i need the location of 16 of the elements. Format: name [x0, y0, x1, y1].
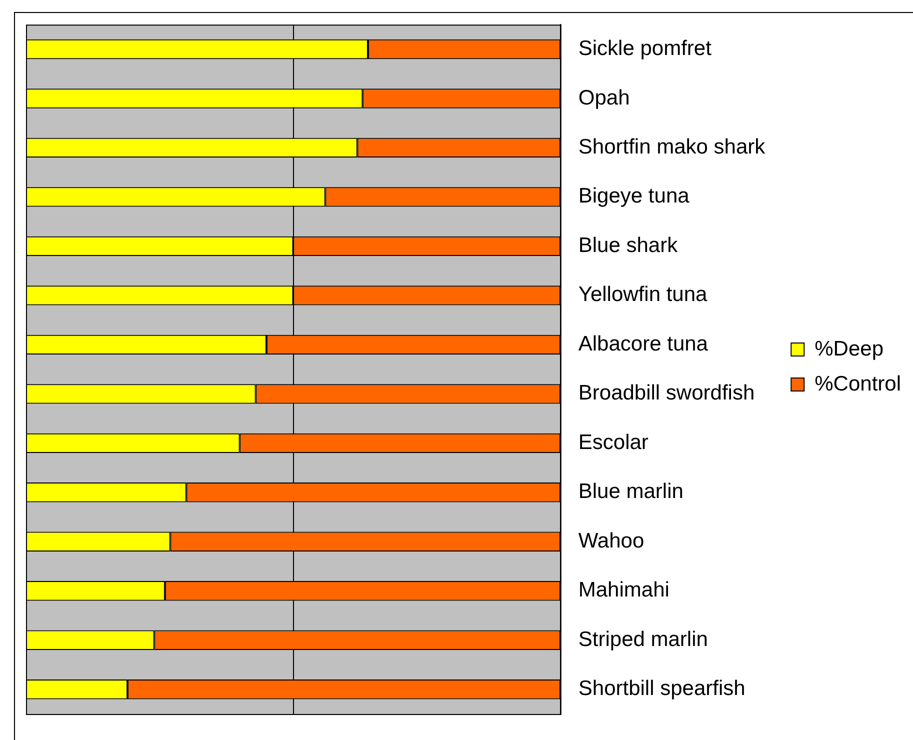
y-tick-label: Albacore tuna — [578, 332, 708, 356]
y-tick-label: Shortfin mako shark — [578, 136, 766, 159]
legend-label: %Control — [814, 372, 902, 396]
y-tick-label: Broadbill swordfish — [578, 382, 755, 405]
y-tick-label: Bigeye tuna — [578, 184, 690, 208]
y-tick-label: Escolar — [578, 430, 648, 454]
y-tick-label: Shortbill spearfish — [578, 677, 746, 700]
y-tick-label: Wahoo — [578, 529, 644, 552]
y-tick-label: Opah — [578, 86, 630, 110]
y-tick-label: Blue marlin — [578, 480, 684, 504]
y-tick-label: Yellowfin tuna — [578, 283, 708, 306]
y-tick-label: Mahimahi — [578, 578, 670, 602]
y-tick-label: Striped marlin — [578, 628, 708, 651]
y-tick-label: Sickle pomfret — [578, 37, 712, 60]
legend-label: %Deep — [814, 337, 884, 360]
y-tick-label: Blue shark — [578, 234, 678, 257]
